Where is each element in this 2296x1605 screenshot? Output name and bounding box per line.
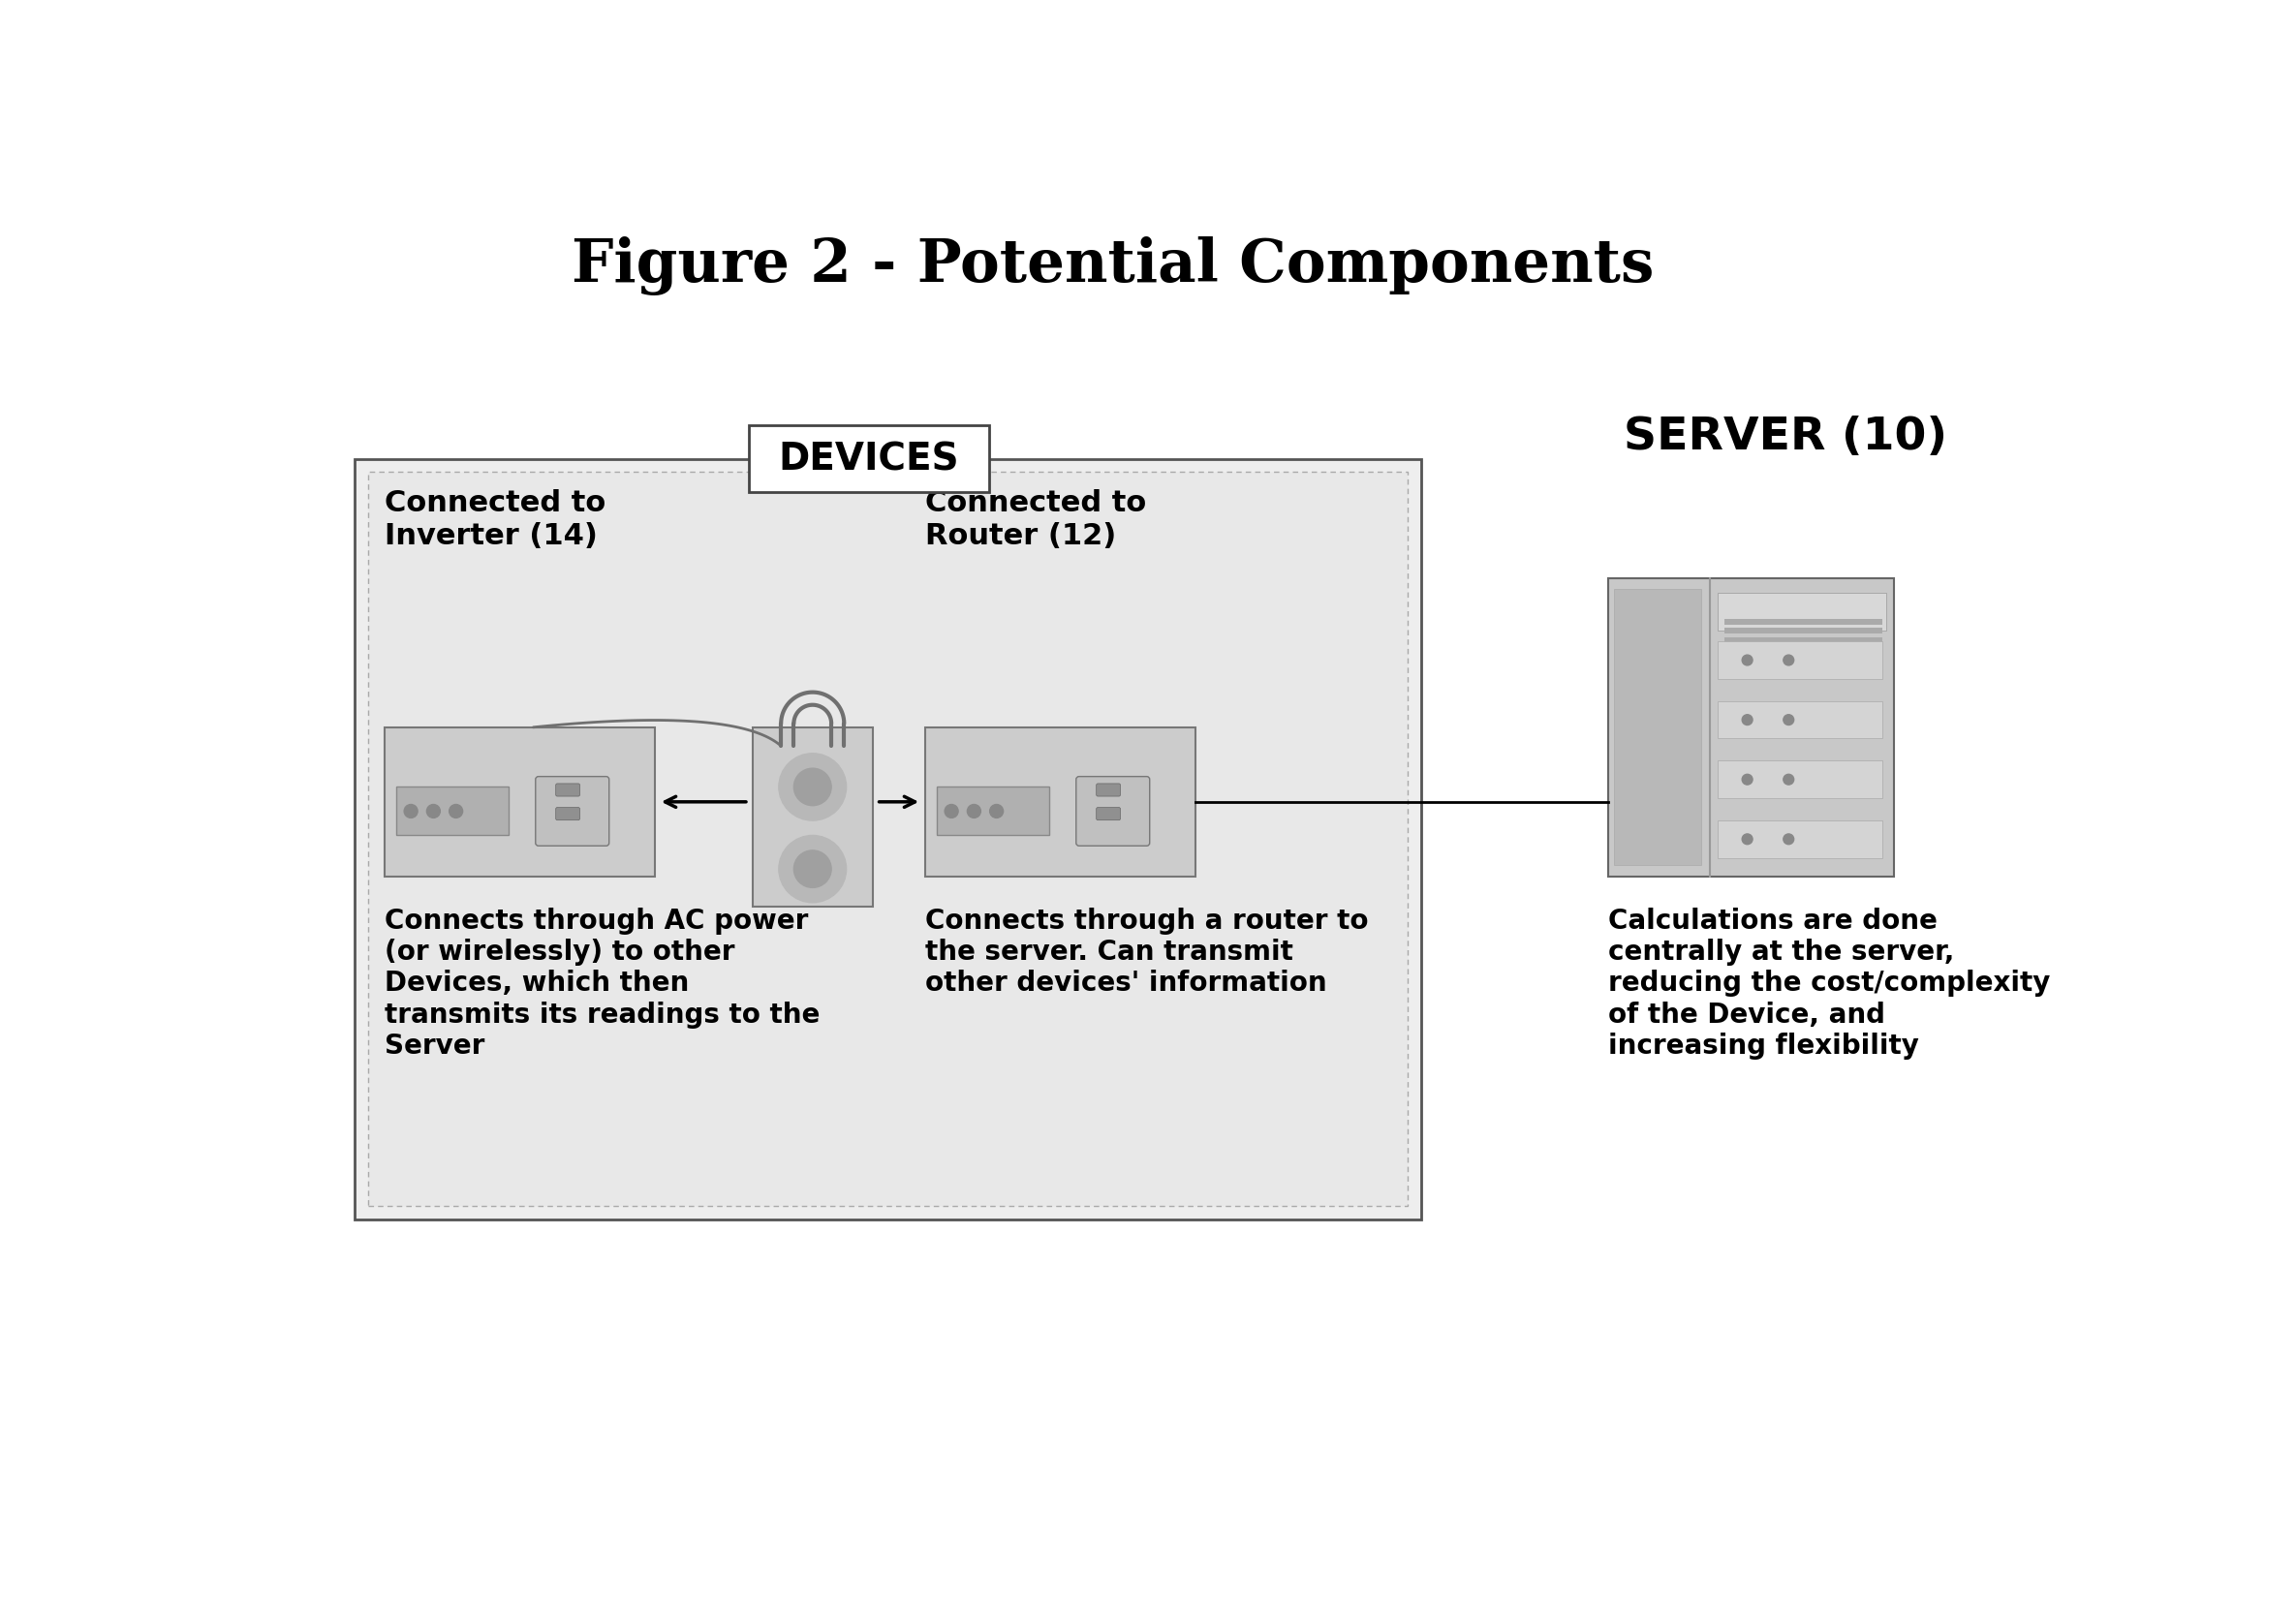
Circle shape: [778, 754, 847, 822]
FancyBboxPatch shape: [1724, 620, 1883, 624]
FancyBboxPatch shape: [1097, 807, 1120, 820]
Circle shape: [794, 851, 831, 888]
FancyBboxPatch shape: [1077, 777, 1150, 846]
FancyBboxPatch shape: [386, 727, 654, 876]
Text: DEVICES: DEVICES: [778, 441, 960, 478]
FancyBboxPatch shape: [1614, 591, 1701, 865]
Text: Figure 2 - Potential Components: Figure 2 - Potential Components: [572, 236, 1653, 295]
FancyBboxPatch shape: [1724, 637, 1883, 644]
FancyBboxPatch shape: [556, 785, 581, 796]
Circle shape: [1784, 835, 1793, 844]
Text: Calculations are done
centrally at the server,
reducing the cost/complexity
of t: Calculations are done centrally at the s…: [1609, 907, 2050, 1059]
Circle shape: [1784, 775, 1793, 785]
FancyBboxPatch shape: [1717, 594, 1887, 631]
FancyBboxPatch shape: [535, 777, 608, 846]
Circle shape: [1743, 775, 1752, 785]
FancyBboxPatch shape: [1717, 761, 1883, 799]
FancyBboxPatch shape: [1097, 785, 1120, 796]
Text: Connected to
Inverter (14): Connected to Inverter (14): [386, 490, 606, 551]
Text: Connects through AC power
(or wirelessly) to other
Devices, which then
transmits: Connects through AC power (or wirelessly…: [386, 907, 820, 1059]
Circle shape: [404, 806, 418, 819]
FancyBboxPatch shape: [1609, 579, 1894, 876]
Circle shape: [944, 806, 957, 819]
Text: Connected to
Router (12): Connected to Router (12): [925, 490, 1146, 551]
FancyBboxPatch shape: [748, 425, 990, 493]
FancyBboxPatch shape: [1717, 642, 1883, 679]
Circle shape: [1784, 655, 1793, 666]
Circle shape: [450, 806, 464, 819]
FancyBboxPatch shape: [556, 807, 581, 820]
FancyBboxPatch shape: [753, 727, 872, 907]
Text: SERVER (10): SERVER (10): [1623, 416, 1947, 459]
Circle shape: [1743, 835, 1752, 844]
FancyBboxPatch shape: [937, 788, 1049, 836]
Circle shape: [1784, 716, 1793, 725]
FancyBboxPatch shape: [1717, 822, 1883, 859]
Circle shape: [990, 806, 1003, 819]
Circle shape: [427, 806, 441, 819]
Text: Connects through a router to
the server. Can transmit
other devices' information: Connects through a router to the server.…: [925, 907, 1368, 997]
FancyBboxPatch shape: [1724, 629, 1883, 634]
Circle shape: [778, 836, 847, 904]
FancyBboxPatch shape: [925, 727, 1196, 876]
FancyBboxPatch shape: [367, 473, 1407, 1207]
FancyBboxPatch shape: [395, 788, 507, 836]
Circle shape: [1743, 716, 1752, 725]
Circle shape: [967, 806, 980, 819]
Circle shape: [1743, 655, 1752, 666]
FancyBboxPatch shape: [1717, 701, 1883, 738]
Circle shape: [794, 769, 831, 806]
FancyBboxPatch shape: [354, 459, 1421, 1220]
